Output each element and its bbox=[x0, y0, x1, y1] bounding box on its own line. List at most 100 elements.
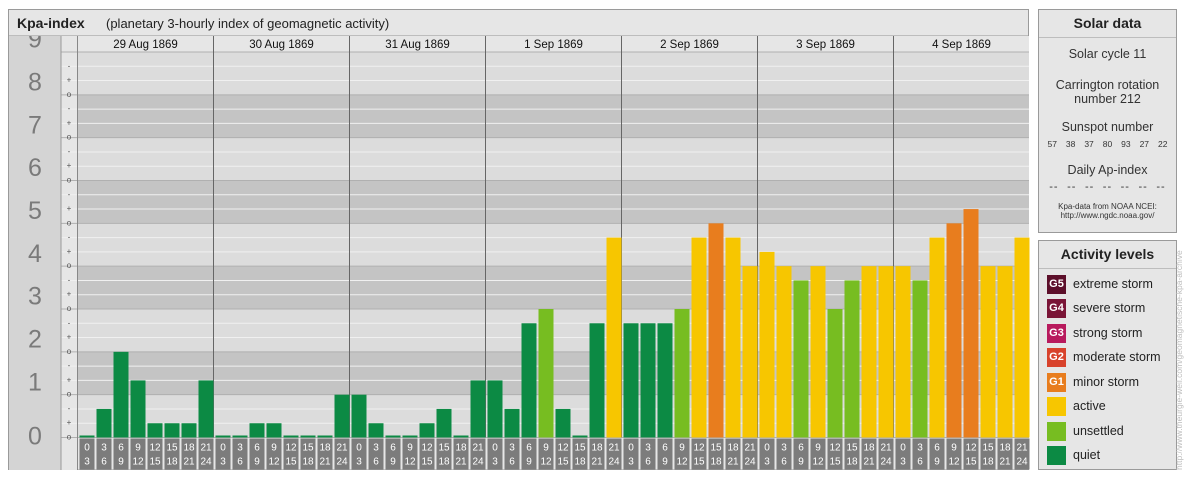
y-tick-label: 6 bbox=[28, 154, 42, 182]
interval-box bbox=[198, 438, 214, 470]
interval-end-label: 12 bbox=[676, 457, 688, 468]
interval-box bbox=[589, 438, 605, 470]
y-tick-label: 8 bbox=[28, 68, 42, 96]
interval-start-label: 6 bbox=[526, 443, 532, 454]
y-label-column bbox=[9, 36, 61, 470]
level-label: strong storm bbox=[1073, 326, 1143, 340]
kp-bar bbox=[776, 266, 792, 438]
kp-bar bbox=[657, 323, 673, 438]
interval-box bbox=[980, 438, 996, 470]
interval-end-label: 15 bbox=[285, 457, 297, 468]
ap-value: -- bbox=[1084, 181, 1095, 193]
interval-start-label: 0 bbox=[628, 443, 634, 454]
kp-bar bbox=[266, 423, 282, 438]
interval-end-label: 3 bbox=[492, 457, 498, 468]
interval-start-label: 6 bbox=[662, 443, 668, 454]
y-tick-label: 1 bbox=[28, 368, 42, 396]
interval-start-label: 0 bbox=[356, 443, 362, 454]
interval-start-label: 18 bbox=[863, 443, 875, 454]
kp-bar bbox=[929, 237, 945, 438]
ap-value: -- bbox=[1102, 181, 1113, 193]
interval-box bbox=[640, 438, 656, 470]
interval-start-label: 18 bbox=[727, 443, 739, 454]
interval-box bbox=[453, 438, 469, 470]
level-unsettled: unsettled bbox=[1047, 421, 1124, 441]
level-active: active bbox=[1047, 396, 1106, 416]
interval-start-label: 18 bbox=[455, 443, 467, 454]
interval-box bbox=[844, 438, 860, 470]
interval-end-label: 24 bbox=[608, 457, 620, 468]
interval-box bbox=[385, 438, 401, 470]
interval-box bbox=[657, 438, 673, 470]
interval-box bbox=[317, 438, 333, 470]
kp-bar bbox=[810, 266, 826, 438]
kp-bar bbox=[470, 380, 486, 438]
interval-box bbox=[266, 438, 282, 470]
kp-bar bbox=[181, 423, 197, 438]
interval-start-label: 21 bbox=[1016, 443, 1028, 454]
interval-box bbox=[538, 438, 554, 470]
interval-end-label: 15 bbox=[149, 457, 161, 468]
interval-end-label: 21 bbox=[183, 457, 195, 468]
kp-bar bbox=[725, 237, 741, 438]
interval-end-label: 24 bbox=[744, 457, 756, 468]
interval-box bbox=[895, 438, 911, 470]
kp-bar bbox=[385, 435, 401, 438]
interval-end-label: 12 bbox=[540, 457, 552, 468]
interval-box bbox=[759, 438, 775, 470]
sub-tick-label: o bbox=[67, 390, 72, 399]
kp-bar bbox=[623, 323, 639, 438]
kp-bar bbox=[300, 435, 316, 438]
sub-tick-label: - bbox=[68, 61, 71, 70]
interval-end-label: 3 bbox=[900, 457, 906, 468]
interval-box bbox=[249, 438, 265, 470]
interval-box bbox=[181, 438, 197, 470]
interval-box bbox=[929, 438, 945, 470]
ap-values: -- -- -- -- -- -- -- bbox=[1039, 181, 1176, 193]
interval-end-label: 9 bbox=[934, 457, 940, 468]
level-swatch: G1 bbox=[1047, 372, 1066, 392]
interval-box bbox=[691, 438, 707, 470]
kpa-bar-chart: 0123456789o+-o+-o+-o+-o+-o+-o+-o+-o+-29 … bbox=[9, 26, 1030, 470]
interval-end-label: 18 bbox=[302, 457, 314, 468]
interval-box bbox=[521, 438, 537, 470]
interval-start-label: 6 bbox=[118, 443, 124, 454]
y-tick-label: 2 bbox=[28, 325, 42, 353]
interval-start-label: 15 bbox=[982, 443, 994, 454]
credit-link[interactable]: http://www.ngdc.noaa.gov/ bbox=[1060, 211, 1155, 220]
interval-start-label: 21 bbox=[200, 443, 212, 454]
sub-tick-label: + bbox=[67, 247, 72, 256]
interval-end-label: 9 bbox=[526, 457, 532, 468]
sub-tick-label: + bbox=[67, 418, 72, 427]
sunspot-values: 57 38 37 80 93 27 22 bbox=[1039, 139, 1176, 149]
sunspot-value: 37 bbox=[1084, 139, 1094, 149]
interval-start-label: 3 bbox=[781, 443, 787, 454]
kp-bar bbox=[215, 435, 231, 438]
level-label: severe storm bbox=[1073, 301, 1146, 315]
interval-box bbox=[623, 438, 639, 470]
interval-end-label: 24 bbox=[1016, 457, 1028, 468]
kp-bar bbox=[674, 309, 690, 438]
sunspot-label: Sunspot number bbox=[1061, 120, 1154, 134]
level-label: moderate storm bbox=[1073, 350, 1161, 364]
activity-levels-panel: Activity levels G5 extreme storm G4 seve… bbox=[1038, 240, 1177, 470]
level-label: minor storm bbox=[1073, 375, 1139, 389]
interval-box bbox=[300, 438, 316, 470]
level-extreme-storm: G5 extreme storm bbox=[1047, 274, 1153, 294]
kp-bar bbox=[453, 435, 469, 438]
interval-end-label: 24 bbox=[880, 457, 892, 468]
interval-box bbox=[861, 438, 877, 470]
sunspot-value: 57 bbox=[1047, 139, 1057, 149]
interval-end-label: 15 bbox=[693, 457, 705, 468]
interval-start-label: 15 bbox=[574, 443, 586, 454]
kp-bar bbox=[606, 237, 622, 438]
interval-end-label: 18 bbox=[982, 457, 994, 468]
interval-start-label: 21 bbox=[880, 443, 892, 454]
kp-bar bbox=[283, 435, 299, 438]
interval-start-label: 6 bbox=[798, 443, 804, 454]
interval-end-label: 3 bbox=[220, 457, 226, 468]
ap-value: -- bbox=[1120, 181, 1130, 193]
interval-end-label: 3 bbox=[84, 457, 90, 468]
level-swatch: G3 bbox=[1047, 323, 1066, 343]
interval-box bbox=[147, 438, 163, 470]
